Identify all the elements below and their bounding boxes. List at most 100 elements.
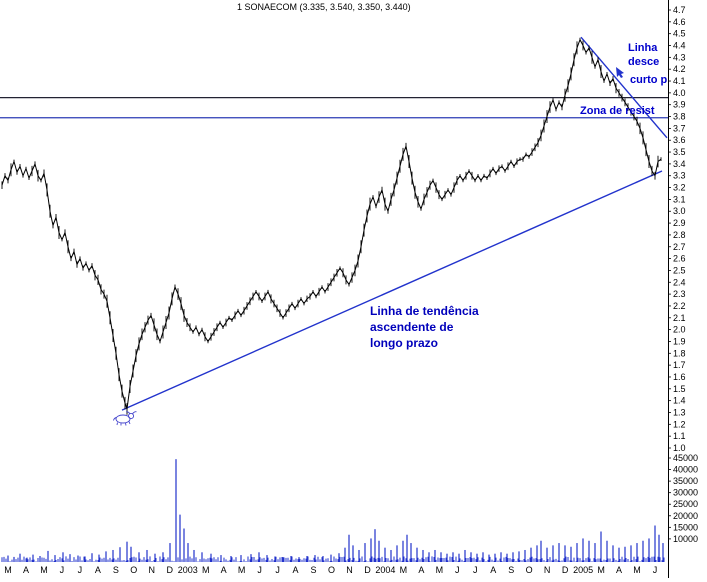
y-axis-label: 3.5 xyxy=(673,147,686,157)
y-axis-label: 2.5 xyxy=(673,265,686,275)
x-axis-label: A xyxy=(418,565,424,575)
trend-line-ascending-long-term xyxy=(121,170,663,411)
y-axis-label: 1.9 xyxy=(673,336,686,346)
volume-axis-label: 10000 xyxy=(673,534,698,544)
y-axis-label: 3.3 xyxy=(673,171,686,181)
volume-axis-label: 40000 xyxy=(673,465,698,475)
x-axis-label: J xyxy=(78,565,83,575)
y-axis-label: 1.5 xyxy=(673,384,686,394)
y-axis-label: 1.2 xyxy=(673,419,686,429)
x-axis-label: N xyxy=(346,565,353,575)
y-axis-label: 4.4 xyxy=(673,41,686,51)
bull-icon xyxy=(113,411,137,426)
y-axis-label: 4.3 xyxy=(673,52,686,62)
x-axis-label: N xyxy=(149,565,156,575)
x-axis-label: J xyxy=(275,565,280,575)
y-axis-label: 4.6 xyxy=(673,17,686,27)
x-axis-label: A xyxy=(490,565,496,575)
price-series xyxy=(1,37,662,415)
volume-axis-label: 20000 xyxy=(673,511,698,521)
volume-axis-label: 35000 xyxy=(673,476,698,486)
y-axis-label: 3.2 xyxy=(673,183,686,193)
y-axis-label: 3.9 xyxy=(673,100,686,110)
volume-axis-label: 30000 xyxy=(673,488,698,498)
y-axis-label: 2.4 xyxy=(673,277,686,287)
y-axis-label: 2.9 xyxy=(673,218,686,228)
annotation-trend-line-1: Linha de tendência xyxy=(370,304,479,318)
x-axis-label: M xyxy=(202,565,210,575)
annotation-trend-line-3: longo prazo xyxy=(370,336,438,350)
y-axis-label: 4.2 xyxy=(673,64,686,74)
y-axis-label: 1.4 xyxy=(673,396,686,406)
y-axis-label: 4.7 xyxy=(673,5,686,15)
x-axis-label: D xyxy=(364,565,371,575)
y-axis-label: 2.2 xyxy=(673,301,686,311)
y-axis-label: 4.1 xyxy=(673,76,686,86)
x-axis-label: J xyxy=(653,565,658,575)
y-axis-label: 2.8 xyxy=(673,230,686,240)
annotation-descending-line-3: curto p xyxy=(630,74,668,86)
x-axis-label: J xyxy=(455,565,460,575)
x-axis-label: 2003 xyxy=(178,565,198,575)
annotation-descending-line-2: desce xyxy=(628,56,660,68)
x-axis-label: A xyxy=(95,565,101,575)
x-axis-label: M xyxy=(40,565,48,575)
y-axis-label: 1.0 xyxy=(673,443,686,453)
x-axis-label: M xyxy=(400,565,408,575)
x-axis-label: J xyxy=(60,565,65,575)
x-axis-label: D xyxy=(562,565,569,575)
y-axis-label: 4.0 xyxy=(673,88,686,98)
y-axis-label: 4.5 xyxy=(673,29,686,39)
x-axis-label: J xyxy=(257,565,262,575)
annotation-trend-line-2: ascendente de xyxy=(370,320,454,334)
volume-axis-label: 45000 xyxy=(673,453,698,463)
trend-line-descending-short-term xyxy=(580,36,668,139)
x-axis-label: M xyxy=(4,565,12,575)
x-axis-label: M xyxy=(436,565,444,575)
volume-axis-label: 25000 xyxy=(673,499,698,509)
y-axis-label: 3.1 xyxy=(673,194,686,204)
y-axis-label: 2.1 xyxy=(673,313,686,323)
y-axis-label: 3.7 xyxy=(673,123,686,133)
x-axis-label: O xyxy=(526,565,533,575)
x-axis-label: J xyxy=(473,565,478,575)
x-axis-label: 2005 xyxy=(573,565,593,575)
x-axis-label: S xyxy=(508,565,514,575)
volume-axis-label: 15000 xyxy=(673,522,698,532)
y-axis-label: 3.4 xyxy=(673,159,686,169)
x-axis-label: M xyxy=(597,565,605,575)
x-axis-label: S xyxy=(113,565,119,575)
x-axis-label: A xyxy=(23,565,29,575)
y-axis-label: 2.0 xyxy=(673,325,686,335)
arrow-icon xyxy=(616,67,624,78)
x-axis-label: M xyxy=(238,565,246,575)
x-axis-labels: M A M J J A S O N D 2003 M A M J J A S O N D 2004 M A M J J A S O N D 20… xyxy=(4,565,657,575)
y-axis-label: 3.0 xyxy=(673,206,686,216)
x-axis-label: A xyxy=(221,565,227,575)
volume-bars xyxy=(1,459,665,562)
annotation-resistance-zone: Zona de resist xyxy=(580,105,655,117)
price-axis-labels: 4.7 4.6 4.5 4.44.3 4.2 4.1 4.0 3.9 3.83.7 3.6 3.5 3… xyxy=(673,5,686,453)
x-axis-label: S xyxy=(311,565,317,575)
trend-lines xyxy=(121,36,668,411)
y-axis-label: 1.6 xyxy=(673,372,686,382)
y-axis-label: 1.1 xyxy=(673,431,686,441)
y-axis-label: 2.3 xyxy=(673,289,686,299)
y-axis-label: 3.6 xyxy=(673,135,686,145)
x-axis-label: 2004 xyxy=(375,565,395,575)
chart-title: 1 SONAECOM (3.335, 3.540, 3.350, 3.440) xyxy=(237,2,411,12)
y-axis-label: 1.3 xyxy=(673,407,686,417)
annotation-descending-line-1: Linha xyxy=(628,42,658,54)
x-axis-label: M xyxy=(633,565,641,575)
x-axis-label: A xyxy=(616,565,622,575)
y-axis-label: 3.8 xyxy=(673,112,686,122)
x-axis-label: O xyxy=(328,565,335,575)
y-axis-label: 2.7 xyxy=(673,242,686,252)
y-axis-label: 1.8 xyxy=(673,348,686,358)
x-axis-label: D xyxy=(167,565,174,575)
x-axis-label: A xyxy=(293,565,299,575)
right-axis xyxy=(668,0,671,578)
x-axis-label: O xyxy=(130,565,137,575)
